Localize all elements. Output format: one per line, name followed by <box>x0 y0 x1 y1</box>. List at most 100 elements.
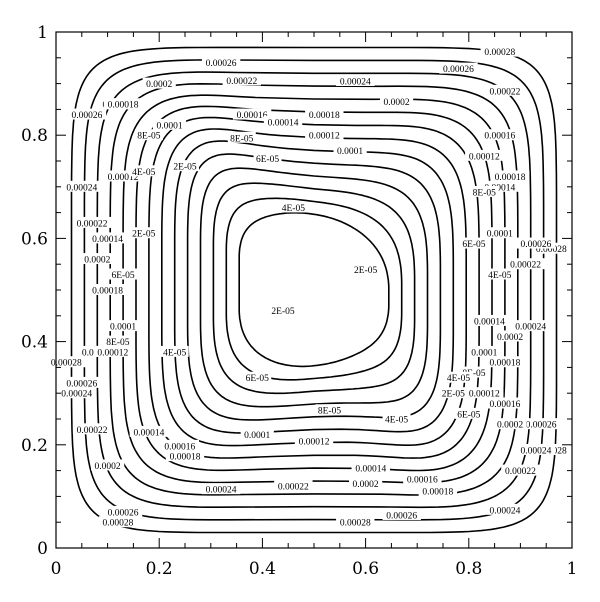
svg-text:8E-05: 8E-05 <box>473 188 496 198</box>
contour-label-0.00014: 0.00014 <box>351 462 390 475</box>
svg-text:0.00016: 0.00016 <box>237 111 268 121</box>
contour-label-0.00018: 0.00018 <box>305 108 344 121</box>
contour-label-0.00026: 0.00026 <box>516 237 556 250</box>
contour-label-6E-05: 6E-05 <box>459 237 488 250</box>
svg-text:0.00018: 0.00018 <box>489 359 520 369</box>
contour-label-8E-05: 8E-05 <box>459 366 488 379</box>
svg-text:6E-05: 6E-05 <box>256 155 279 165</box>
svg-text:0.00012: 0.00012 <box>108 173 139 183</box>
svg-text:0.00016: 0.00016 <box>484 132 515 142</box>
contour-label-0.00012: 0.00012 <box>465 387 504 400</box>
contour-label-0.00022: 0.00022 <box>222 74 261 87</box>
contour-line-0.00028 <box>70 46 558 534</box>
y-tick-label: 0.6 <box>21 229 48 249</box>
svg-text:0.00028: 0.00028 <box>484 48 515 58</box>
svg-text:0.00012: 0.00012 <box>299 438 330 448</box>
contour-label-0.00024: 0.00024 <box>516 443 556 456</box>
svg-text:6E-05: 6E-05 <box>457 410 480 420</box>
contour-label-0.00026: 0.00026 <box>67 108 107 121</box>
contour-label-0.00018: 0.00018 <box>490 170 530 183</box>
svg-text:0.0001: 0.0001 <box>156 121 182 131</box>
contour-label-0.00026: 0.00026 <box>62 376 101 389</box>
contour-label-0.0002: 0.0002 <box>80 253 114 266</box>
x-tick-label: 1 <box>567 559 578 579</box>
svg-text:4E-05: 4E-05 <box>488 271 511 281</box>
contour-label-6E-05: 6E-05 <box>243 371 272 384</box>
svg-text:0.0001: 0.0001 <box>244 431 270 441</box>
contour-label-0.00018: 0.00018 <box>418 485 458 498</box>
svg-text:4E-05: 4E-05 <box>163 348 186 358</box>
contour-label-0.00018: 0.00018 <box>485 356 525 369</box>
svg-text:0.00016: 0.00016 <box>489 400 520 410</box>
contour-label-2E-05: 2E-05 <box>269 304 298 317</box>
contour-label-0.00014: 0.00014 <box>480 180 519 193</box>
svg-text:0.00028: 0.00028 <box>102 519 133 529</box>
contour-label-0.00022: 0.00022 <box>72 216 112 229</box>
svg-text:8E-05: 8E-05 <box>462 369 485 379</box>
contour-label-0.00016: 0.00016 <box>232 108 272 121</box>
axis-ticks <box>55 31 573 549</box>
svg-text:0.00014: 0.00014 <box>268 118 299 128</box>
contour-label-0.0001: 0.0001 <box>467 345 501 358</box>
svg-text:0.00014: 0.00014 <box>484 183 515 193</box>
svg-text:0.00024: 0.00024 <box>520 446 551 456</box>
svg-text:4E-05: 4E-05 <box>447 374 470 384</box>
contour-label-0.00026: 0.00026 <box>439 62 478 75</box>
contour-label-0.00012: 0.00012 <box>103 170 143 183</box>
svg-text:0.00018: 0.00018 <box>495 173 526 183</box>
svg-text:0.00028: 0.00028 <box>340 519 371 529</box>
contour-label-0.00012: 0.00012 <box>294 435 334 448</box>
contour-label-4E-05: 4E-05 <box>382 413 411 426</box>
contour-label-4E-05: 4E-05 <box>129 165 158 178</box>
contour-line-0.0002 <box>122 94 506 484</box>
svg-text:0.00026: 0.00026 <box>66 379 97 389</box>
y-tick-label: 0.8 <box>21 126 48 146</box>
contour-label-0.0001: 0.0001 <box>333 144 367 157</box>
y-tick-label: 0.2 <box>21 436 48 456</box>
svg-text:4E-05: 4E-05 <box>385 416 408 426</box>
svg-text:0.0001: 0.0001 <box>487 230 513 240</box>
svg-text:0.00026: 0.00026 <box>443 65 474 75</box>
contour-label-0.00018: 0.00018 <box>103 98 143 111</box>
svg-text:0.00026: 0.00026 <box>206 59 237 69</box>
y-tick-label: 0.4 <box>21 333 48 353</box>
contour-label-0.0002: 0.0002 <box>493 418 527 431</box>
contour-label-4E-05: 4E-05 <box>485 268 514 281</box>
contour-label-6E-05: 6E-05 <box>253 152 282 165</box>
x-tick-label: 0.6 <box>352 559 379 579</box>
x-tick-label: 0 <box>51 559 62 579</box>
contour-label-0.00014: 0.00014 <box>470 314 509 327</box>
contour-label-0.00026: 0.00026 <box>201 56 241 69</box>
contour-line-0.00016 <box>148 116 480 459</box>
contour-label-0.00016: 0.00016 <box>160 439 200 452</box>
y-tick-label: 1 <box>37 23 48 43</box>
svg-text:0.00018: 0.00018 <box>108 101 139 111</box>
contour-label-2E-05: 2E-05 <box>129 227 158 240</box>
svg-text:0.00026: 0.00026 <box>520 240 551 250</box>
contour-label-0.0001: 0.0001 <box>106 320 140 333</box>
contour-label-2E-05: 2E-05 <box>439 387 468 400</box>
contour-label-0.0002: 0.0002 <box>142 77 176 90</box>
svg-text:0.00024: 0.00024 <box>66 183 97 193</box>
svg-text:0.00028: 0.00028 <box>51 359 82 369</box>
svg-text:0.0002: 0.0002 <box>497 421 523 431</box>
contour-label-0.00012: 0.00012 <box>305 129 344 142</box>
svg-text:8E-05: 8E-05 <box>137 132 160 142</box>
contour-label-0.0002: 0.0002 <box>493 330 527 343</box>
svg-text:0.00012: 0.00012 <box>469 390 500 400</box>
svg-text:0.00018: 0.00018 <box>170 453 201 463</box>
svg-text:0.00016: 0.00016 <box>407 475 438 485</box>
contour-line-0.00018 <box>135 105 493 472</box>
y-axis-tick-labels: 0 0.2 0.4 0.6 0.8 1 <box>21 23 48 559</box>
contour-label-0.0002: 0.0002 <box>349 477 383 490</box>
svg-text:0.00028: 0.00028 <box>536 245 567 255</box>
svg-text:2E-05: 2E-05 <box>354 266 377 276</box>
svg-text:0.00022: 0.00022 <box>505 467 536 477</box>
svg-text:0.00014: 0.00014 <box>474 317 505 327</box>
svg-text:0.00024: 0.00024 <box>206 486 237 496</box>
svg-text:2E-05: 2E-05 <box>271 307 294 317</box>
svg-text:0.00014: 0.00014 <box>92 235 123 245</box>
svg-text:2E-05: 2E-05 <box>173 163 196 173</box>
contour-label-0.00022: 0.00022 <box>72 423 112 436</box>
